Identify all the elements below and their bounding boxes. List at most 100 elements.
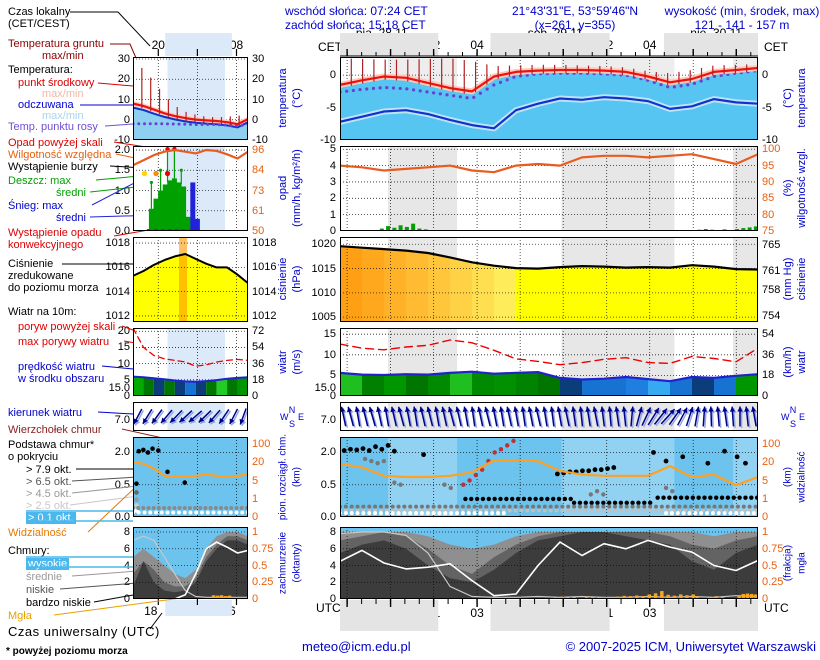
legend-label-okt01: > 0.1 okt. (26, 512, 76, 524)
tick-label: 20 (252, 73, 265, 86)
legend-label-cisnienie3: do poziomu morza (8, 282, 99, 294)
legend-label-cisnienie1: Ciśnienie (8, 258, 54, 270)
tick-label: 21 (599, 606, 614, 620)
tick-label: 04 (643, 38, 657, 52)
tick-label: 36 (252, 357, 265, 370)
tick-label: 16 (383, 38, 398, 52)
tick-label: 54 (762, 328, 775, 341)
tick-label: 10 (686, 38, 700, 52)
tick-label: 0.25 (252, 576, 274, 589)
legend-label-snieg: Śnieg: max (8, 200, 64, 212)
tick-label: 03 (643, 606, 657, 620)
axis-title: wiatr (277, 350, 289, 374)
axis-title: (°C) (291, 88, 303, 108)
tick-label: 4 (329, 559, 336, 572)
legend-label-wiatr10: Wiatr na 10m: (8, 306, 77, 318)
legend-label-okt65: > 6.5 okt. (26, 476, 72, 488)
panel-temperature (340, 57, 758, 140)
tick-label: 1012 (105, 309, 130, 322)
tick-label: 0 (762, 593, 769, 605)
tick-label: 96 (252, 144, 265, 157)
tick-label: 0.5 (762, 559, 778, 572)
utc-label-bottom-left: UTC (316, 601, 341, 615)
tick-label: 5 (123, 373, 130, 386)
date-label: nie, 30.11 (690, 26, 743, 40)
tick-label: 36 (762, 348, 775, 361)
date-label: 28.11 (375, 618, 405, 632)
legend-label-okt79: > 7.9 okt. (26, 464, 72, 476)
tick-label: 06 (222, 604, 236, 618)
axis-title: mgła (796, 552, 808, 574)
legend-panel-wind (133, 328, 248, 396)
contact-email-link[interactable]: meteo@icm.edu.pl (302, 639, 411, 654)
legend-label-wierzcholek: Wierzchołek chmur (8, 424, 102, 436)
tick-label: 5 (252, 474, 259, 487)
legend-label-opad-konw2: konwekcyjnego (8, 239, 84, 251)
axis-title: (km/h) (782, 346, 794, 378)
axis-title: wiatr (796, 350, 808, 374)
tick-label: 09 (513, 606, 527, 620)
axis-title: ciśnienie (796, 257, 808, 301)
panel-cloud-extent (340, 437, 758, 517)
tick-label: 0.5 (114, 204, 130, 217)
tick-label: 03 (470, 606, 484, 620)
tick-label: 0 (762, 69, 769, 82)
tick-label: 85 (762, 192, 775, 205)
tick-label: 0 (123, 593, 130, 605)
panel-pressure (340, 237, 758, 322)
legend-label-okt45: > 4.5 okt. (26, 488, 72, 500)
axis-title: (mm/h, kg/m²/h) (291, 149, 303, 227)
tick-label: 2 (123, 576, 130, 589)
tick-label: 0 (252, 113, 259, 126)
axis-title: (frakcja) (782, 544, 794, 582)
legend-label-czas-lokalny: Czas lokalny (8, 6, 71, 18)
tick-label: 72 (252, 325, 265, 338)
legend-label-podstawa1: Podstawa chmur* (8, 439, 95, 451)
date-label: 29.11 (540, 618, 570, 632)
legend-panel-wind-direction (133, 402, 248, 431)
tick-label: 1 (329, 208, 336, 221)
tick-label: 18 (762, 369, 775, 382)
tick-label: 1.0 (114, 184, 130, 197)
tick-label: 10 (340, 38, 354, 52)
tick-label: 22 (426, 38, 441, 52)
tick-label: 18 (252, 373, 265, 386)
legend-label-temp-gruntu: Temperatura gruntu (8, 38, 104, 50)
tick-label: 0 (329, 225, 336, 237)
legend-label-wysokie: wysokie (26, 558, 70, 570)
axis-title: ciśnienie (277, 257, 289, 301)
tick-label: 1 (252, 526, 259, 539)
tick-label: 0.0 (114, 225, 130, 237)
axis-title: (mm Hg) (782, 257, 794, 301)
tick-label: 2.0 (320, 446, 336, 459)
tick-label: 80 (762, 208, 775, 221)
tick-label: 84 (252, 164, 265, 177)
legend-label-chmury: Chmury: (8, 545, 50, 557)
legend-panel-temperature (133, 57, 248, 140)
tick-label: 18 (144, 604, 158, 618)
tick-label: 95 (762, 159, 775, 172)
tick-label: 6 (123, 542, 130, 555)
tick-label: 0.5 (252, 559, 268, 572)
legend-label-deszcz-sredni: średni (56, 187, 86, 199)
tick-label: 08 (229, 38, 244, 52)
panel-precip-humidity (340, 146, 758, 231)
tick-label: 0 (762, 390, 769, 402)
tick-label: 73 (252, 184, 265, 197)
tick-label: 0.5 (320, 478, 336, 491)
legend-label-punkt-srodkowy: punkt środkowy (18, 77, 95, 89)
tick-label: 2.0 (114, 446, 130, 459)
tick-label: 10 (513, 38, 527, 52)
axis-title: wilgotność wzgl. (796, 148, 808, 228)
tick-label: 10 (117, 357, 130, 370)
legend-label-niskie: niskie (26, 584, 55, 596)
tick-label: 7.0 (114, 414, 130, 427)
footnote-text: * powyżej poziomu morza (6, 646, 128, 657)
tick-label: 54 (252, 341, 265, 354)
tick-label: 2 (329, 192, 336, 205)
tick-label: 50 (252, 225, 265, 237)
tick-label: 1.5 (114, 164, 130, 177)
tick-label: 1014 (105, 285, 130, 298)
